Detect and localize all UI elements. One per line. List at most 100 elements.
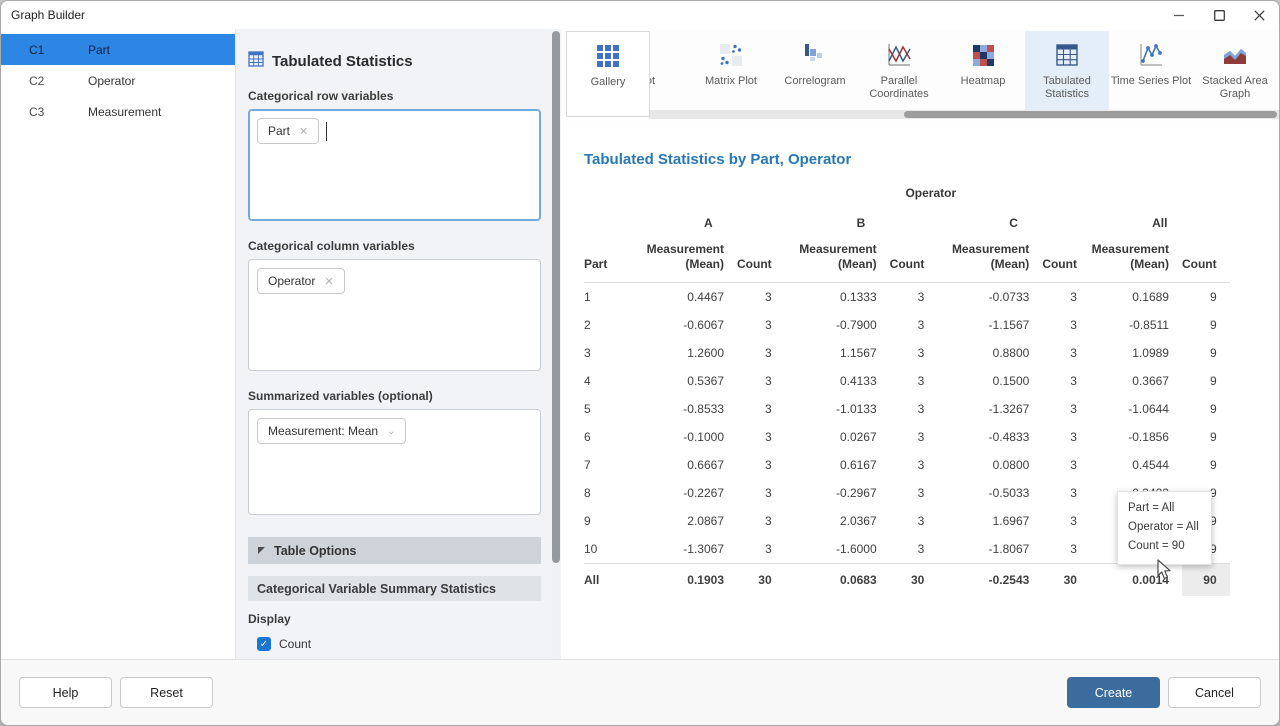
mean-cell[interactable]: 1.0989 (1132, 346, 1169, 360)
sidebar-item-part[interactable]: C1 Part (1, 34, 235, 65)
mean-cell[interactable]: -0.0733 (988, 290, 1030, 304)
count-cell[interactable]: 3 (917, 514, 925, 528)
mean-cell[interactable]: -1.3067 (683, 542, 724, 556)
count-cell[interactable]: 3 (1070, 318, 1077, 332)
count-cell[interactable]: 9 (1209, 486, 1217, 500)
part-cell[interactable]: 5 (584, 402, 591, 416)
mean-cell[interactable]: 0.1500 (992, 374, 1030, 388)
part-cell[interactable]: 1 (584, 290, 591, 304)
variable-chip[interactable]: Part ✕ (257, 118, 320, 144)
count-cell[interactable]: 9 (1209, 290, 1217, 304)
mean-cell[interactable]: -0.1856 (1128, 430, 1169, 444)
mean-cell[interactable]: -0.5033 (988, 486, 1030, 500)
count-cell[interactable]: 3 (917, 290, 925, 304)
count-cell[interactable]: 3 (1070, 402, 1077, 416)
variable-chip[interactable]: Operator ✕ (257, 268, 345, 294)
gallery-button[interactable]: Gallery (566, 31, 650, 117)
part-cell[interactable]: 3 (584, 346, 591, 360)
mean-cell[interactable]: 0.1333 (839, 290, 877, 304)
variable-dropzone[interactable]: Part ✕ (248, 109, 541, 221)
mean-cell[interactable]: -0.2267 (683, 486, 724, 500)
variable-dropzone[interactable]: Operator ✕ (248, 259, 541, 371)
hovered-count-cell[interactable]: 90 (1181, 563, 1230, 596)
count-cell[interactable]: 3 (764, 514, 772, 528)
count-cell[interactable]: 3 (764, 346, 772, 360)
count-cell[interactable]: 3 (764, 458, 772, 472)
sidebar-item-measurement[interactable]: C3 Measurement (1, 96, 235, 127)
help-button[interactable]: Help (19, 677, 112, 708)
count-cell[interactable]: 3 (1070, 514, 1077, 528)
count-cell[interactable]: 3 (917, 430, 925, 444)
checkbox-checked-icon[interactable]: ✓ (257, 637, 271, 651)
count-cell[interactable]: 9 (1209, 430, 1217, 444)
count-cell[interactable]: 9 (1209, 402, 1217, 416)
mean-cell[interactable]: 0.6667 (687, 458, 724, 472)
part-cell[interactable]: 8 (584, 486, 591, 500)
maximize-button[interactable] (1199, 1, 1239, 29)
mean-cell[interactable]: -0.2543 (937, 563, 1043, 596)
count-cell[interactable]: 3 (1070, 542, 1077, 556)
mean-cell[interactable]: 0.4544 (1132, 458, 1169, 472)
count-cell[interactable]: 3 (917, 346, 925, 360)
count-cell[interactable]: 3 (1070, 458, 1077, 472)
count-cell[interactable]: 9 (1209, 542, 1217, 556)
count-cell[interactable]: 9 (1209, 318, 1217, 332)
variable-dropzone[interactable]: Measurement: Mean ⌄ (248, 409, 541, 515)
mean-cell[interactable]: -1.1567 (988, 318, 1030, 332)
mean-cell[interactable]: 0.4133 (839, 374, 877, 388)
part-cell[interactable]: 9 (584, 514, 591, 528)
mean-cell[interactable]: 0.0267 (839, 430, 877, 444)
count-cell[interactable]: 3 (1070, 346, 1077, 360)
mean-cell[interactable]: -0.4833 (988, 430, 1030, 444)
mean-cell[interactable]: 2.0867 (687, 514, 724, 528)
gallery-item-correlogram[interactable]: Correlogram (773, 31, 857, 111)
count-cell[interactable]: 3 (917, 458, 925, 472)
mean-cell[interactable]: 0.1903 (632, 563, 737, 596)
mean-cell[interactable]: 0.0683 (784, 563, 890, 596)
count-cell[interactable]: 3 (1070, 374, 1077, 388)
count-cell[interactable]: 30 (1042, 563, 1090, 596)
gallery-item-time-series-plot[interactable]: Time Series Plot (1109, 31, 1193, 111)
mean-cell[interactable]: -0.7900 (835, 318, 877, 332)
count-cell[interactable]: 3 (764, 290, 772, 304)
part-cell[interactable]: 6 (584, 430, 591, 444)
mean-cell[interactable]: -0.8511 (1129, 318, 1169, 332)
checkbox-row-count[interactable]: ✓ Count (257, 635, 541, 653)
mean-cell[interactable]: -1.0644 (1128, 402, 1169, 416)
gallery-item-stacked-area-graph[interactable]: Stacked Area Graph (1193, 31, 1277, 111)
count-cell[interactable]: 3 (764, 318, 772, 332)
gallery-scrollbar[interactable] (649, 110, 1279, 119)
count-cell[interactable]: 3 (764, 374, 772, 388)
mean-cell[interactable]: -0.2967 (835, 486, 877, 500)
count-cell[interactable]: 3 (917, 402, 925, 416)
create-button[interactable]: Create (1067, 677, 1160, 708)
count-cell[interactable]: 3 (1070, 430, 1077, 444)
count-cell[interactable]: 3 (917, 374, 925, 388)
sidebar-item-operator[interactable]: C2 Operator (1, 65, 235, 96)
count-cell[interactable]: 9 (1209, 514, 1217, 528)
count-cell[interactable]: 3 (764, 486, 772, 500)
mean-cell[interactable]: -1.3267 (988, 402, 1030, 416)
mean-cell[interactable]: 0.5367 (687, 374, 724, 388)
mean-cell[interactable]: -0.1000 (683, 430, 724, 444)
mean-cell[interactable]: -1.6000 (835, 542, 877, 556)
part-cell[interactable]: All (584, 563, 632, 596)
count-cell[interactable]: 3 (917, 542, 925, 556)
part-cell[interactable]: 7 (584, 458, 591, 472)
builder-panel-scrollbar[interactable] (552, 31, 560, 657)
part-cell[interactable]: 2 (584, 318, 591, 332)
mean-cell[interactable]: 1.6967 (992, 514, 1030, 528)
gallery-item-heatmap[interactable]: Heatmap (941, 31, 1025, 111)
mean-cell[interactable]: -1.8067 (988, 542, 1030, 556)
mean-cell[interactable]: -0.6067 (683, 318, 724, 332)
count-cell[interactable]: 3 (917, 318, 925, 332)
count-cell[interactable]: 3 (1070, 486, 1077, 500)
mean-cell[interactable]: 1.2600 (687, 346, 724, 360)
count-cell[interactable]: 3 (764, 402, 772, 416)
count-cell[interactable]: 9 (1209, 346, 1217, 360)
remove-chip-icon[interactable]: ✕ (324, 275, 334, 288)
count-cell[interactable]: 30 (889, 563, 938, 596)
mean-cell[interactable]: 0.8800 (992, 346, 1030, 360)
mean-cell[interactable]: 0.3667 (1132, 374, 1169, 388)
mean-cell[interactable]: 0.4467 (687, 290, 724, 304)
